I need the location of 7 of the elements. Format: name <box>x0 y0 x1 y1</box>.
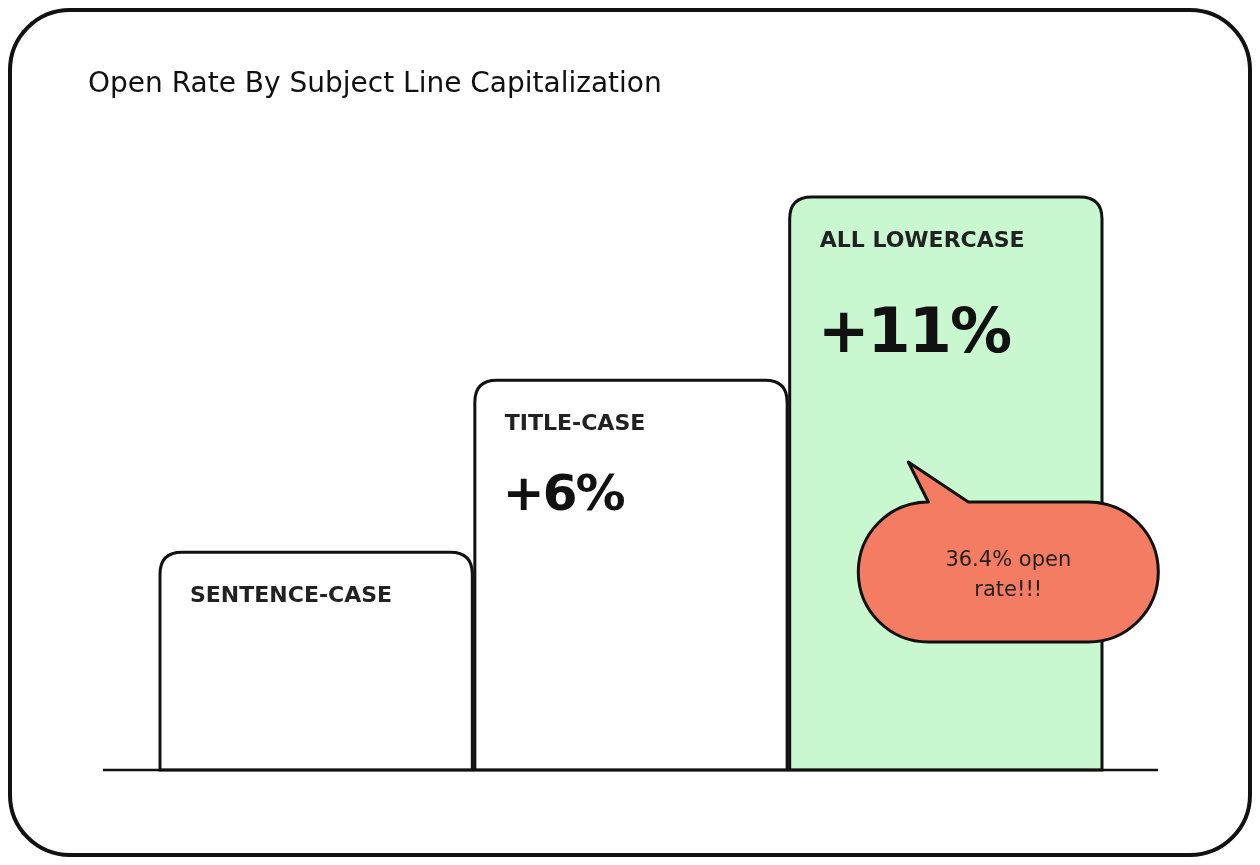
annotation: +6% <box>502 464 625 523</box>
x-tick-label: TITLE-CASE <box>504 410 646 436</box>
x-tick-label: SENTENCE-CASE <box>190 582 393 608</box>
x-tick-label: ALL LOWERCASE <box>819 227 1025 252</box>
chart-title: Open Rate By Subject Line Capitalization <box>88 66 662 99</box>
annotation: 36.4% open rate!!! <box>945 547 1072 601</box>
annotation: +11% <box>817 294 1011 367</box>
